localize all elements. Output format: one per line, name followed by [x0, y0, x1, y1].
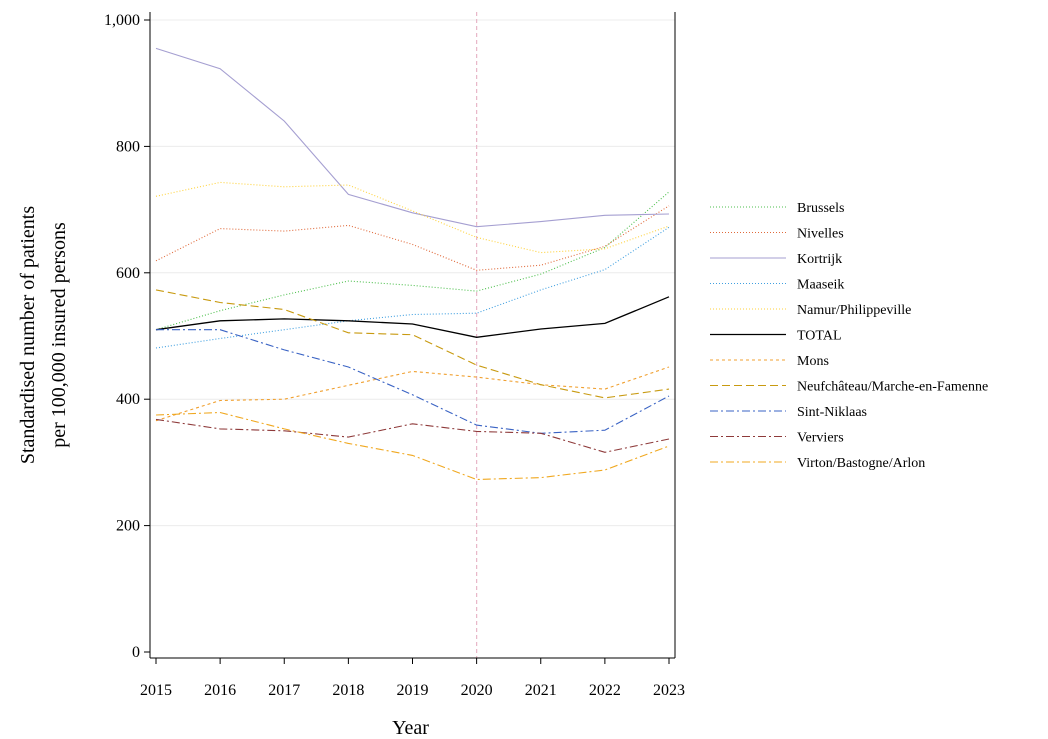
axes	[149, 12, 676, 659]
x-tick-label: 2018	[332, 682, 364, 699]
x-tick-label: 2021	[525, 682, 557, 699]
legend-label-3: Maaseik	[797, 278, 844, 293]
legend-label-1: Nivelles	[797, 227, 844, 242]
y-axis-title-line-1: Standardised number of patients	[17, 206, 39, 464]
legend-label-8: Sint-Niklaas	[797, 405, 867, 420]
y-axis-ticks: 0 200 400 600 800 1,000	[104, 12, 150, 661]
legend-label-7: Neufchâteau/Marche-en-Famenne	[797, 380, 988, 395]
x-axis-title: Year	[392, 717, 429, 739]
series-line-9	[155, 418, 670, 453]
x-tick-label: 2016	[204, 682, 236, 699]
gridlines	[150, 19, 675, 527]
legend: Brussels Nivelles Kortrijk Maaseik Namur/Phi…	[710, 201, 988, 471]
series-line-6	[155, 366, 670, 422]
y-tick-label: 1,000	[104, 12, 140, 29]
y-tick-label: 400	[116, 391, 140, 408]
series-lines	[155, 47, 670, 481]
x-tick-label: 2017	[268, 682, 300, 699]
series-line-2	[155, 47, 670, 228]
series-line-7	[155, 289, 670, 399]
series-line-10	[155, 411, 670, 481]
legend-label-9: Verviers	[797, 431, 844, 446]
legend-label-6: Mons	[797, 354, 829, 369]
series-line-8	[156, 329, 670, 434]
x-tick-label: 2020	[461, 682, 493, 699]
y-axis-title: Standardised number of patients per 100,…	[17, 206, 70, 464]
legend-label-10: Virton/Bastogne/Arlon	[797, 456, 925, 471]
legend-label-4: Namur/Philippeville	[797, 303, 911, 318]
y-tick-label: 0	[132, 644, 140, 661]
legend-label-0: Brussels	[797, 201, 844, 216]
x-tick-label: 2019	[397, 682, 429, 699]
y-tick-label: 200	[116, 518, 140, 535]
x-tick-label: 2022	[589, 682, 621, 699]
series-line-4	[155, 181, 670, 254]
series-line-3	[155, 226, 670, 349]
x-axis-ticks: 2015 2016 2017 2018 2019 2020 2021 2022 2023	[140, 658, 685, 699]
x-tick-label: 2015	[140, 682, 172, 699]
y-axis-title-line-2: per 100,000 insured persons	[48, 222, 70, 448]
legend-label-5: TOTAL	[797, 329, 842, 344]
x-tick-label: 2023	[653, 682, 685, 699]
series-line-5	[155, 296, 670, 338]
y-tick-label: 600	[116, 265, 140, 282]
legend-label-2: Kortrijk	[797, 252, 842, 267]
y-tick-label: 800	[116, 138, 140, 155]
series-line-1	[155, 205, 670, 271]
